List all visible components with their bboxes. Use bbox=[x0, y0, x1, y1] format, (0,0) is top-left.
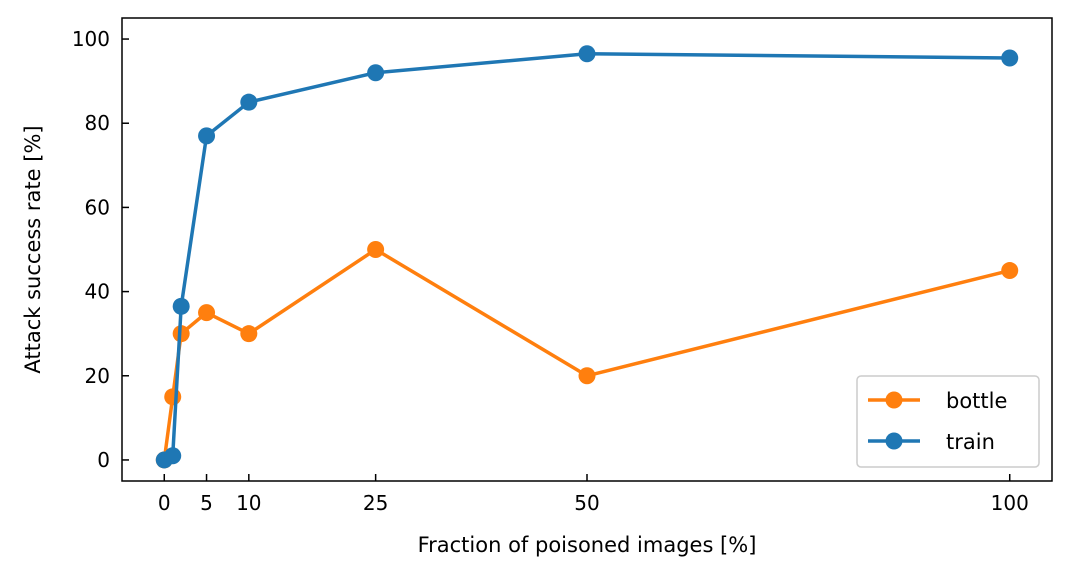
x-tick-label-0: 0 bbox=[158, 491, 171, 515]
x-tick-label-50: 50 bbox=[574, 491, 599, 515]
legend-label-train: train bbox=[946, 430, 995, 454]
legend-marker-bottle bbox=[885, 391, 903, 409]
y-axis: 0 20 40 60 80 100 bbox=[72, 27, 129, 472]
data-point-train-2 bbox=[172, 297, 190, 315]
data-point-bottle-10 bbox=[240, 325, 258, 343]
data-point-train-5 bbox=[198, 127, 216, 145]
y-tick-label-0: 0 bbox=[97, 448, 110, 472]
data-point-bottle-50 bbox=[578, 367, 596, 385]
y-tick-label-20: 20 bbox=[85, 364, 110, 388]
data-point-bottle-5 bbox=[198, 304, 216, 322]
x-tick-label-10: 10 bbox=[236, 491, 261, 515]
x-tick-label-25: 25 bbox=[363, 491, 388, 515]
series-line-bottle bbox=[162, 247, 1012, 462]
x-tick-label-100: 100 bbox=[991, 491, 1029, 515]
plot-lines bbox=[155, 45, 1019, 469]
series-line-train bbox=[162, 52, 1012, 462]
data-point-train-50 bbox=[578, 45, 596, 63]
x-axis: 0 5 10 25 50 100 bbox=[158, 474, 1029, 515]
data-point-bottle-1 bbox=[164, 388, 182, 406]
y-tick-label-60: 60 bbox=[85, 195, 110, 219]
legend-label-bottle: bottle bbox=[946, 389, 1007, 413]
data-point-bottle-100 bbox=[1001, 262, 1019, 280]
data-point-train-100 bbox=[1001, 49, 1019, 67]
data-point-train-25 bbox=[367, 64, 385, 82]
x-axis-label: Fraction of poisoned images [%] bbox=[418, 533, 757, 557]
data-point-train-10 bbox=[240, 93, 258, 111]
y-tick-label-40: 40 bbox=[85, 280, 110, 304]
data-point-train-1 bbox=[164, 447, 182, 465]
y-axis-label: Attack success rate [%] bbox=[21, 125, 45, 373]
x-tick-label-5: 5 bbox=[200, 491, 213, 515]
y-tick-label-100: 100 bbox=[72, 27, 110, 51]
y-tick-label-80: 80 bbox=[85, 111, 110, 135]
legend: bottle train bbox=[856, 375, 1040, 468]
legend-marker-train bbox=[885, 432, 903, 450]
data-point-bottle-25 bbox=[367, 241, 385, 258]
